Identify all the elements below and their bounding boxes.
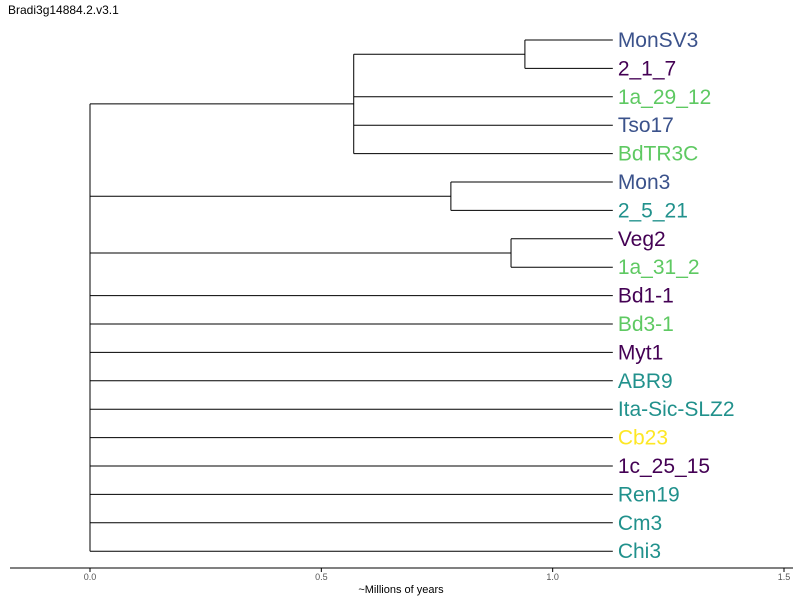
- leaf-label-chi3: Chi3: [618, 540, 661, 563]
- leaf-label-abr9: ABR9: [618, 370, 673, 393]
- leaf-label-2-1-7: 2_1_7: [618, 57, 676, 80]
- leaf-label-bdtr3c: BdTR3C: [618, 143, 699, 166]
- leaf-label-veg2: Veg2: [618, 228, 666, 251]
- leaf-label-2-5-21: 2_5_21: [618, 199, 688, 222]
- leaf-label-tso17: Tso17: [618, 114, 674, 137]
- figure-title: Bradi3g14884.2.v3.1: [8, 3, 119, 17]
- leaf-label-1c-25-15: 1c_25_15: [618, 455, 710, 478]
- x-tick-label-0: 0.0: [84, 572, 97, 582]
- tree-branches: [89, 39, 613, 552]
- leaf-label-myt1: Myt1: [618, 341, 664, 364]
- leaf-label-cb23: Cb23: [618, 427, 668, 450]
- leaf-label-ren19: Ren19: [618, 483, 680, 506]
- leaf-label-1a-31-2: 1a_31_2: [618, 256, 700, 279]
- leaf-label-bd1-1: Bd1-1: [618, 285, 674, 308]
- leaf-label-ita-sic-slz2: Ita-Sic-SLZ2: [618, 398, 735, 421]
- x-tick-label-3: 1.5: [778, 572, 791, 582]
- tree-leaf-labels: MonSV3 2_1_7 1a_29_12 Tso17 BdTR3C Mon3 2_5_21…: [618, 29, 735, 563]
- leaf-label-mon3: Mon3: [618, 171, 671, 194]
- x-axis: 0.0 0.5 1.0 1.5 ~Millions of years: [10, 567, 793, 596]
- leaf-label-cm3: Cm3: [618, 512, 662, 535]
- x-tick-label-1: 0.5: [315, 572, 328, 582]
- leaf-label-bd3-1: Bd3-1: [618, 313, 674, 336]
- leaf-label-monsv3: MonSV3: [618, 29, 699, 52]
- leaf-label-1a-29-12: 1a_29_12: [618, 86, 711, 109]
- x-tick-label-2: 1.0: [546, 572, 559, 582]
- x-axis-ticks: 0.0 0.5 1.0 1.5: [84, 568, 791, 582]
- x-axis-title: ~Millions of years: [358, 584, 444, 596]
